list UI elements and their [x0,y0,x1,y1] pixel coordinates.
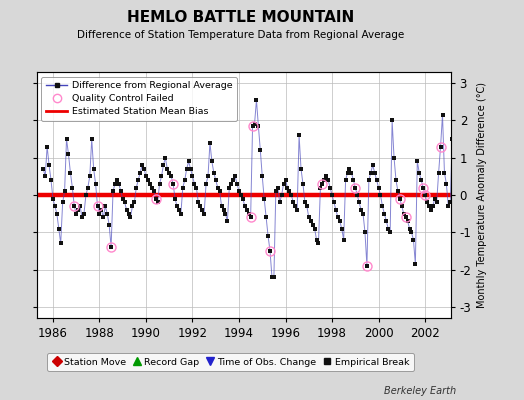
Text: Difference of Station Temperature Data from Regional Average: Difference of Station Temperature Data f… [78,30,405,40]
Text: Berkeley Earth: Berkeley Earth [384,386,456,396]
Text: HEMLO BATTLE MOUNTAIN: HEMLO BATTLE MOUNTAIN [127,10,355,25]
Legend: Difference from Regional Average, Quality Control Failed, Estimated Station Mean: Difference from Regional Average, Qualit… [41,77,237,121]
Y-axis label: Monthly Temperature Anomaly Difference (°C): Monthly Temperature Anomaly Difference (… [477,82,487,308]
Legend: Station Move, Record Gap, Time of Obs. Change, Empirical Break: Station Move, Record Gap, Time of Obs. C… [47,353,414,371]
